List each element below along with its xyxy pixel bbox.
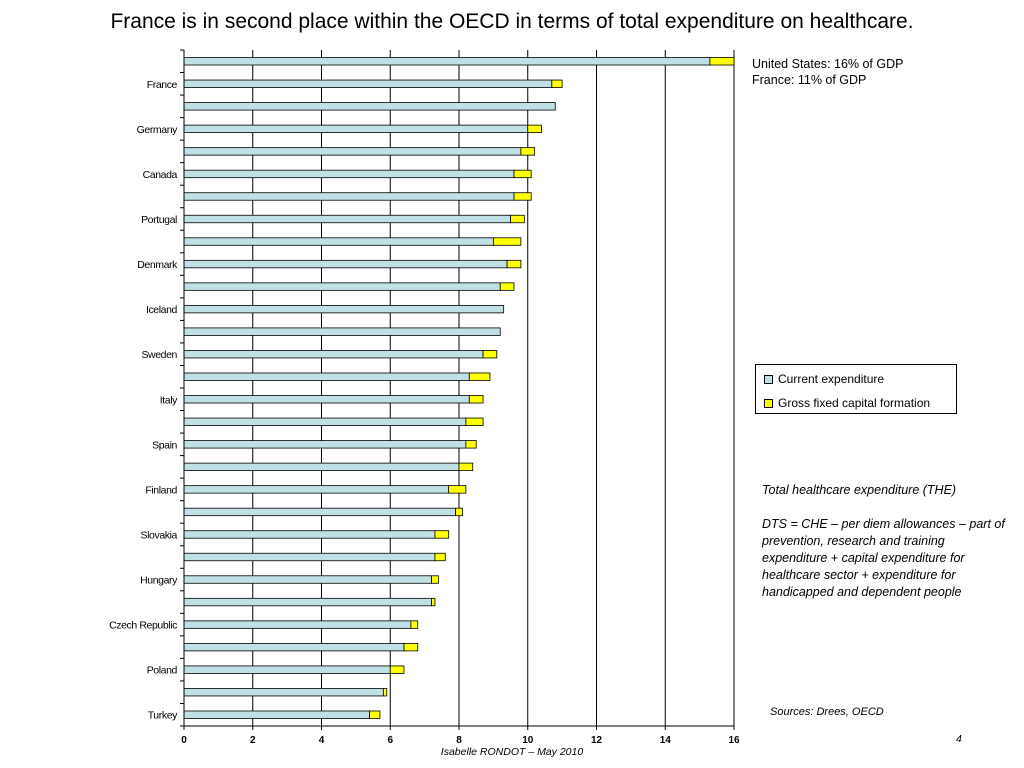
- bar-capital-15: [468, 395, 484, 404]
- note-body: DTS = CHE – per diem allowances – part o…: [762, 517, 1005, 599]
- bar-capital-17: [465, 440, 477, 449]
- bar-current-17: [183, 440, 467, 449]
- bar-current-3: [183, 124, 529, 134]
- bar-current-27: [183, 665, 391, 674]
- page-number: 4: [956, 733, 962, 745]
- x-tick-label-0: 0: [181, 735, 187, 746]
- x-tick-label-2: 2: [250, 735, 256, 746]
- bar-current-15: [183, 395, 470, 404]
- bar-current-29: [183, 710, 371, 719]
- bar-capital-14: [468, 372, 491, 381]
- bar-current-2: [183, 102, 556, 111]
- bar-current-8: [183, 237, 494, 246]
- category-label-19: Finland: [145, 484, 177, 496]
- annotation-us: United States: 16% of GDP: [752, 57, 904, 71]
- note-heading: Total healthcare expenditure (THE): [762, 483, 957, 497]
- category-label-21: Slovakia: [141, 529, 178, 541]
- chart-title: France is in second place within the OEC…: [110, 10, 914, 33]
- bar-capital-21: [434, 530, 450, 539]
- bar-capital-1: [551, 79, 563, 88]
- bar-current-4: [183, 147, 522, 156]
- bar-current-14: [183, 372, 470, 381]
- bar-current-25: [183, 620, 412, 629]
- category-label-3: Germany: [137, 124, 179, 136]
- bar-capital-19: [448, 485, 467, 494]
- legend-label-current: Current expenditure: [778, 372, 885, 386]
- bar-current-13: [183, 350, 484, 359]
- bar-current-19: [183, 485, 450, 494]
- category-label-17: Spain: [152, 439, 177, 451]
- category-label-5: Canada: [143, 169, 178, 181]
- bar-capital-26: [403, 642, 419, 652]
- legend-item-capital: Gross fixed capital formation: [764, 396, 930, 410]
- sources-note: Sources: Drees, OECD: [770, 706, 884, 718]
- bar-capital-3: [527, 124, 542, 134]
- bar-current-1: [183, 79, 553, 88]
- legend-item-current: Current expenditure: [764, 372, 884, 386]
- bar-capital-27: [389, 665, 405, 674]
- bar-capital-24: [431, 597, 436, 607]
- bar-current-22: [183, 552, 436, 562]
- category-label-27: Poland: [147, 665, 178, 677]
- category-label-15: Italy: [160, 394, 178, 406]
- category-label-7: Portugal: [141, 214, 177, 226]
- category-label-25: Czech Republic: [109, 620, 177, 632]
- bar-capital-7: [510, 214, 525, 224]
- bar-capital-13: [482, 350, 498, 359]
- bar-current-10: [183, 282, 501, 291]
- category-label-13: Sweden: [141, 349, 177, 361]
- x-tick-label-12: 12: [591, 735, 603, 746]
- category-label-1: France: [147, 79, 178, 91]
- bar-current-0: [183, 57, 711, 66]
- bar-capital-0: [709, 57, 735, 66]
- bar-current-20: [183, 507, 456, 517]
- x-tick-label-16: 16: [728, 735, 740, 746]
- legend-swatch-capital: [764, 398, 773, 408]
- bar-capital-16: [465, 417, 484, 426]
- the-definition-note: Total healthcare expenditure (THE) DTS =…: [762, 482, 1012, 601]
- bar-current-18: [183, 462, 460, 472]
- category-label-29: Turkey: [148, 710, 178, 722]
- bar-current-6: [183, 192, 515, 201]
- annotation-france: France: 11% of GDP: [752, 73, 867, 87]
- bar-current-12: [183, 327, 501, 336]
- category-label-9: Denmark: [137, 259, 178, 271]
- bar-capital-6: [513, 192, 532, 201]
- bar-capital-23: [431, 575, 439, 584]
- bar-capital-20: [455, 507, 463, 517]
- bar-capital-22: [434, 552, 446, 562]
- bar-current-11: [183, 304, 505, 314]
- bar-current-21: [183, 530, 436, 539]
- category-label-23: Hungary: [140, 575, 178, 587]
- legend-swatch-current: [764, 374, 773, 384]
- bar-capital-10: [499, 282, 515, 291]
- bar-current-9: [183, 259, 508, 269]
- category-label-11: Iceland: [146, 304, 178, 316]
- x-tick-label-14: 14: [660, 735, 672, 746]
- bar-current-5: [183, 169, 515, 179]
- bar-capital-8: [492, 237, 522, 246]
- bar-chart: France Germany Canada Portugal Denmark Icelan…: [109, 49, 740, 746]
- bar-capital-4: [520, 147, 536, 156]
- bar-current-23: [183, 575, 432, 584]
- bar-current-16: [183, 417, 467, 426]
- bar-capital-25: [410, 620, 419, 629]
- bar-capital-9: [506, 259, 522, 269]
- bar-current-26: [183, 642, 405, 652]
- bar-current-24: [183, 597, 432, 607]
- x-tick-label-8: 8: [456, 735, 462, 746]
- bar-current-7: [183, 214, 511, 224]
- chart-legend: Current expenditure Gross fixed capital …: [755, 364, 957, 414]
- bar-capital-29: [369, 710, 381, 719]
- gdp-annotation: United States: 16% of GDP France: 11% of…: [752, 56, 903, 88]
- footer-author: Isabelle RONDOT – May 2010: [440, 746, 584, 758]
- x-tick-label-6: 6: [387, 735, 393, 746]
- x-tick-label-4: 4: [319, 735, 325, 746]
- legend-label-capital: Gross fixed capital formation: [778, 396, 931, 410]
- bar-current-28: [183, 688, 384, 697]
- bar-capital-5: [513, 169, 532, 179]
- bar-capital-18: [458, 462, 474, 472]
- x-tick-label-10: 10: [522, 735, 534, 746]
- bar-capital-28: [382, 688, 388, 697]
